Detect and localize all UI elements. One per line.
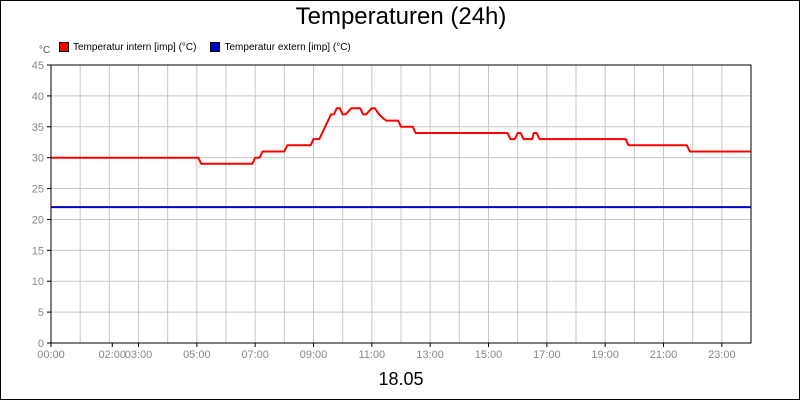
x-tick-label: 11:00 <box>358 349 385 361</box>
y-tick-label: 20 <box>32 214 44 226</box>
x-tick-label: 15:00 <box>475 349 503 361</box>
legend-label-intern: Temperatur intern [imp] (°C) <box>73 41 197 53</box>
x-tick-label: 07:00 <box>241 349 269 361</box>
y-axis-unit-label: °C <box>39 45 51 56</box>
y-tick-label: 0 <box>38 338 44 350</box>
legend: Temperatur intern [imp] (°C) Temperatur … <box>59 40 365 54</box>
x-tick-label: 00:00 <box>37 349 65 361</box>
x-tick-label: 19:00 <box>591 349 619 361</box>
y-tick-label: 35 <box>32 122 44 134</box>
x-tick-label: 13:00 <box>416 349 444 361</box>
series-line-intern <box>51 107 751 165</box>
y-tick-label: 15 <box>32 245 44 257</box>
x-tick-label: 02:00 <box>98 349 126 361</box>
x-tick-label: 03:00 <box>125 349 153 361</box>
x-tick-label: 21:00 <box>650 349 678 361</box>
y-tick-label: 5 <box>38 307 44 319</box>
x-tick-label: 05:00 <box>183 349 211 361</box>
y-tick-label: 40 <box>32 91 44 103</box>
y-tick-label: 25 <box>32 184 44 196</box>
legend-swatch-extern <box>210 42 221 52</box>
y-tick-label: 30 <box>32 153 44 165</box>
legend-swatch-intern <box>59 42 69 52</box>
legend-item-intern: Temperatur intern [imp] (°C) <box>59 42 196 53</box>
x-tick-label: 23:00 <box>708 349 736 361</box>
x-tick-label: 09:00 <box>300 349 328 361</box>
plot-border <box>50 64 752 344</box>
legend-label-extern: Temperatur extern [imp] (°C) <box>224 41 351 53</box>
y-tick-label: 45 <box>32 60 44 72</box>
chart-title: Temperaturen (24h) <box>295 3 507 30</box>
y-tick-label: 10 <box>32 276 44 288</box>
x-tick-label: 17:00 <box>533 349 561 361</box>
legend-item-extern: Temperatur extern [imp] (°C) <box>210 41 351 53</box>
x-axis-date-label: 18.05 <box>378 369 424 389</box>
